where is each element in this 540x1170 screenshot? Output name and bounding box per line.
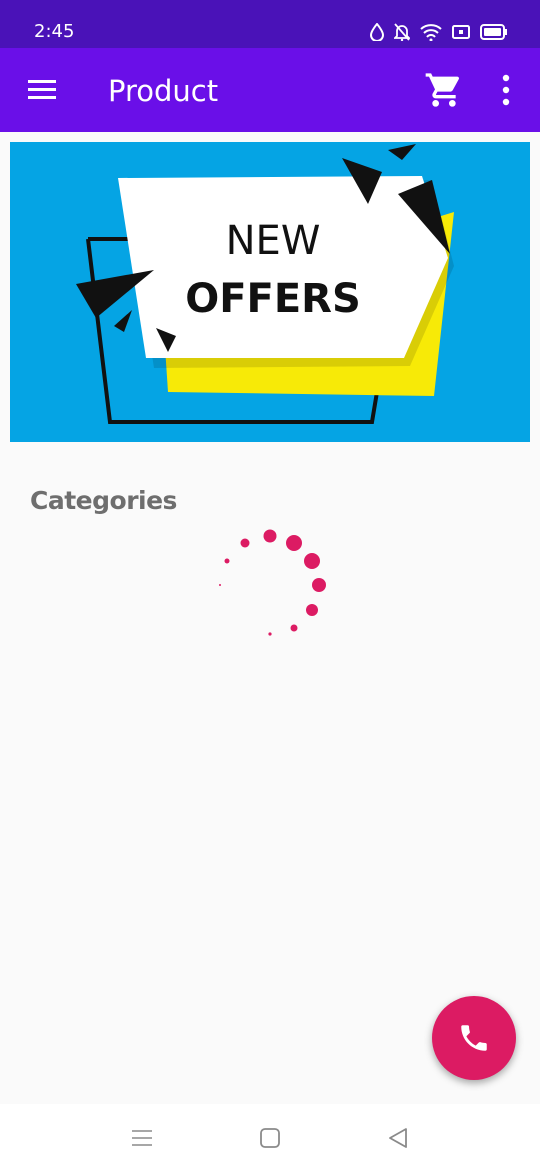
shopping-cart-icon [425,73,460,107]
recents-button[interactable] [130,1126,154,1150]
loading-spinner [200,516,340,656]
call-button[interactable] [432,996,516,1080]
recents-icon [132,1130,152,1146]
wifi-icon [420,24,442,41]
data-saver-icon [370,23,384,41]
hamburger-menu-icon [28,80,56,99]
screen-cast-icon [452,25,470,39]
banner-line1: NEW [226,218,321,264]
page-title: Product [108,74,219,108]
menu-button[interactable] [24,74,60,106]
status-time: 2:45 [34,21,75,42]
battery-icon [480,24,507,40]
status-icons [370,23,508,41]
banner-line2: OFFERS [185,276,361,322]
app-bar: Product [0,48,540,132]
back-icon [389,1128,407,1148]
system-nav-bar [0,1104,540,1170]
more-options-button[interactable] [494,72,518,108]
banner-graphic: NEW OFFERS [76,144,454,424]
back-button[interactable] [386,1126,410,1150]
cart-button[interactable] [424,70,464,110]
phone-icon [461,1025,487,1051]
more-vertical-icon [502,74,510,106]
notifications-off-icon [394,23,410,41]
home-button[interactable] [258,1126,282,1150]
categories-heading: Categories [30,486,177,515]
offer-banner[interactable]: NEW OFFERS [10,142,530,442]
status-bar: 2:45 [0,0,540,48]
home-icon [260,1128,280,1148]
